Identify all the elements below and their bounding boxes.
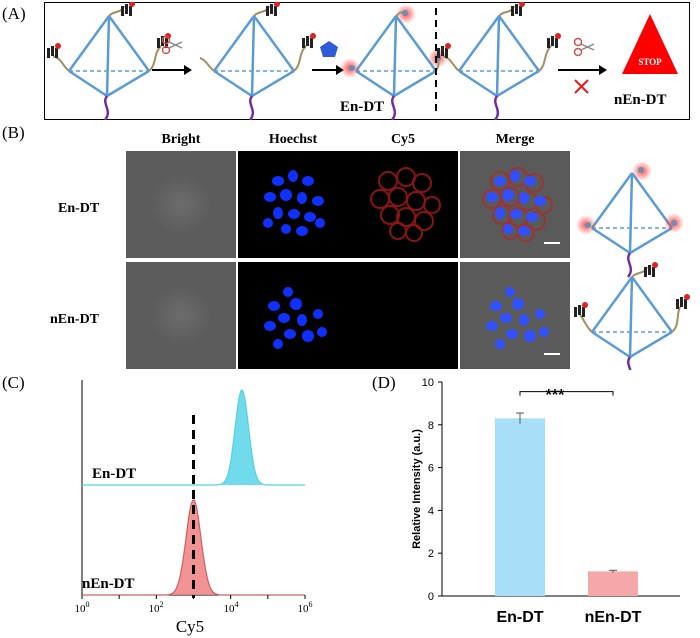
stop-icon: [622, 14, 678, 74]
d-significance-label: ***: [546, 387, 565, 404]
d-y-tick-label: 8: [428, 420, 434, 432]
cross-icon: [574, 79, 589, 94]
enzyme-icon: [320, 41, 338, 57]
panel-a-schematic: En-DT STOP nEn-DT: [47, 2, 678, 120]
d-bar-nen: [588, 571, 638, 596]
d-category-en: En-DT: [496, 609, 543, 626]
d-y-tick-label: 6: [428, 463, 434, 475]
tetrahedron-2: [199, 2, 316, 120]
scissors-inactive-icon: [573, 37, 595, 57]
row-label-en: En-DT: [58, 201, 100, 216]
relative-intensity-chart: 0 2 4 6 8 10 *** Relative Intensity (a.u.) En…: [411, 377, 680, 626]
c-series-en: [82, 389, 305, 486]
panel-c-label: (C): [2, 373, 25, 392]
tetrahedron-nen-small: [574, 262, 690, 370]
panel-a-label: (A): [2, 4, 26, 23]
micrograph-nen-merge: [460, 262, 570, 369]
micrograph-nen-bright: [126, 262, 236, 369]
tetrahedron-4: [437, 2, 561, 120]
panel-a-frame: [44, 2, 690, 120]
col-header-cy5: Cy5: [390, 132, 416, 147]
d-significance-bracket: [519, 391, 614, 396]
panel-b-label: (B): [2, 123, 25, 142]
tetrahedron-en-small: [576, 161, 684, 279]
flow-cytometry-chart: En-DT nEn-DT 100 102 104 106 Cy5: [75, 380, 313, 636]
stop-text: STOP: [638, 57, 662, 67]
micrograph-en-bright: [126, 151, 236, 258]
d-category-nen: nEn-DT: [585, 609, 642, 626]
scale-bar: [544, 353, 560, 355]
panel-a-en-label: En-DT: [340, 99, 384, 115]
panel-b-schematics: [574, 161, 690, 370]
d-bar-en: [495, 418, 545, 596]
d-y-tick-label: 4: [428, 505, 434, 517]
micrograph-en-merge: [460, 151, 570, 258]
micrograph-en-hoechst: [238, 151, 348, 258]
c-xlabel: Cy5: [176, 617, 204, 636]
tetrahedron-1: [47, 2, 171, 120]
arrow-2-icon: [312, 65, 344, 75]
col-header-hoechst: Hoechst: [268, 132, 318, 147]
scale-bar: [544, 242, 560, 244]
arrow-1-icon: [152, 65, 192, 75]
micrograph-nen-hoechst: [238, 262, 348, 369]
col-header-bright: Bright: [161, 132, 201, 147]
c-tick-label-3: 106: [298, 600, 313, 615]
c-label-en: En-DT: [92, 466, 136, 482]
d-y-tick-label: 10: [422, 377, 434, 389]
c-series-nen: [82, 499, 305, 596]
col-header-merge: Merge: [495, 132, 535, 147]
panel-d-label: (D): [372, 373, 396, 392]
panel-a-nen-label: nEn-DT: [614, 92, 667, 108]
micrograph-en-cy5: [348, 151, 458, 258]
micrograph-nen-cy5: [348, 262, 458, 369]
scissors-icon: [161, 35, 183, 55]
arrow-3-icon: [558, 65, 607, 75]
c-tick-label-2: 104: [224, 600, 239, 615]
row-label-nen: nEn-DT: [50, 312, 100, 327]
d-ylabel: Relative Intensity (a.u.): [411, 429, 423, 549]
c-tick-label-0: 100: [75, 600, 90, 615]
d-y-tick-label: 2: [428, 548, 434, 560]
d-y-tick-label: 0: [428, 591, 434, 603]
c-tick-label-1: 102: [149, 600, 164, 615]
c-label-nen: nEn-DT: [82, 576, 135, 592]
